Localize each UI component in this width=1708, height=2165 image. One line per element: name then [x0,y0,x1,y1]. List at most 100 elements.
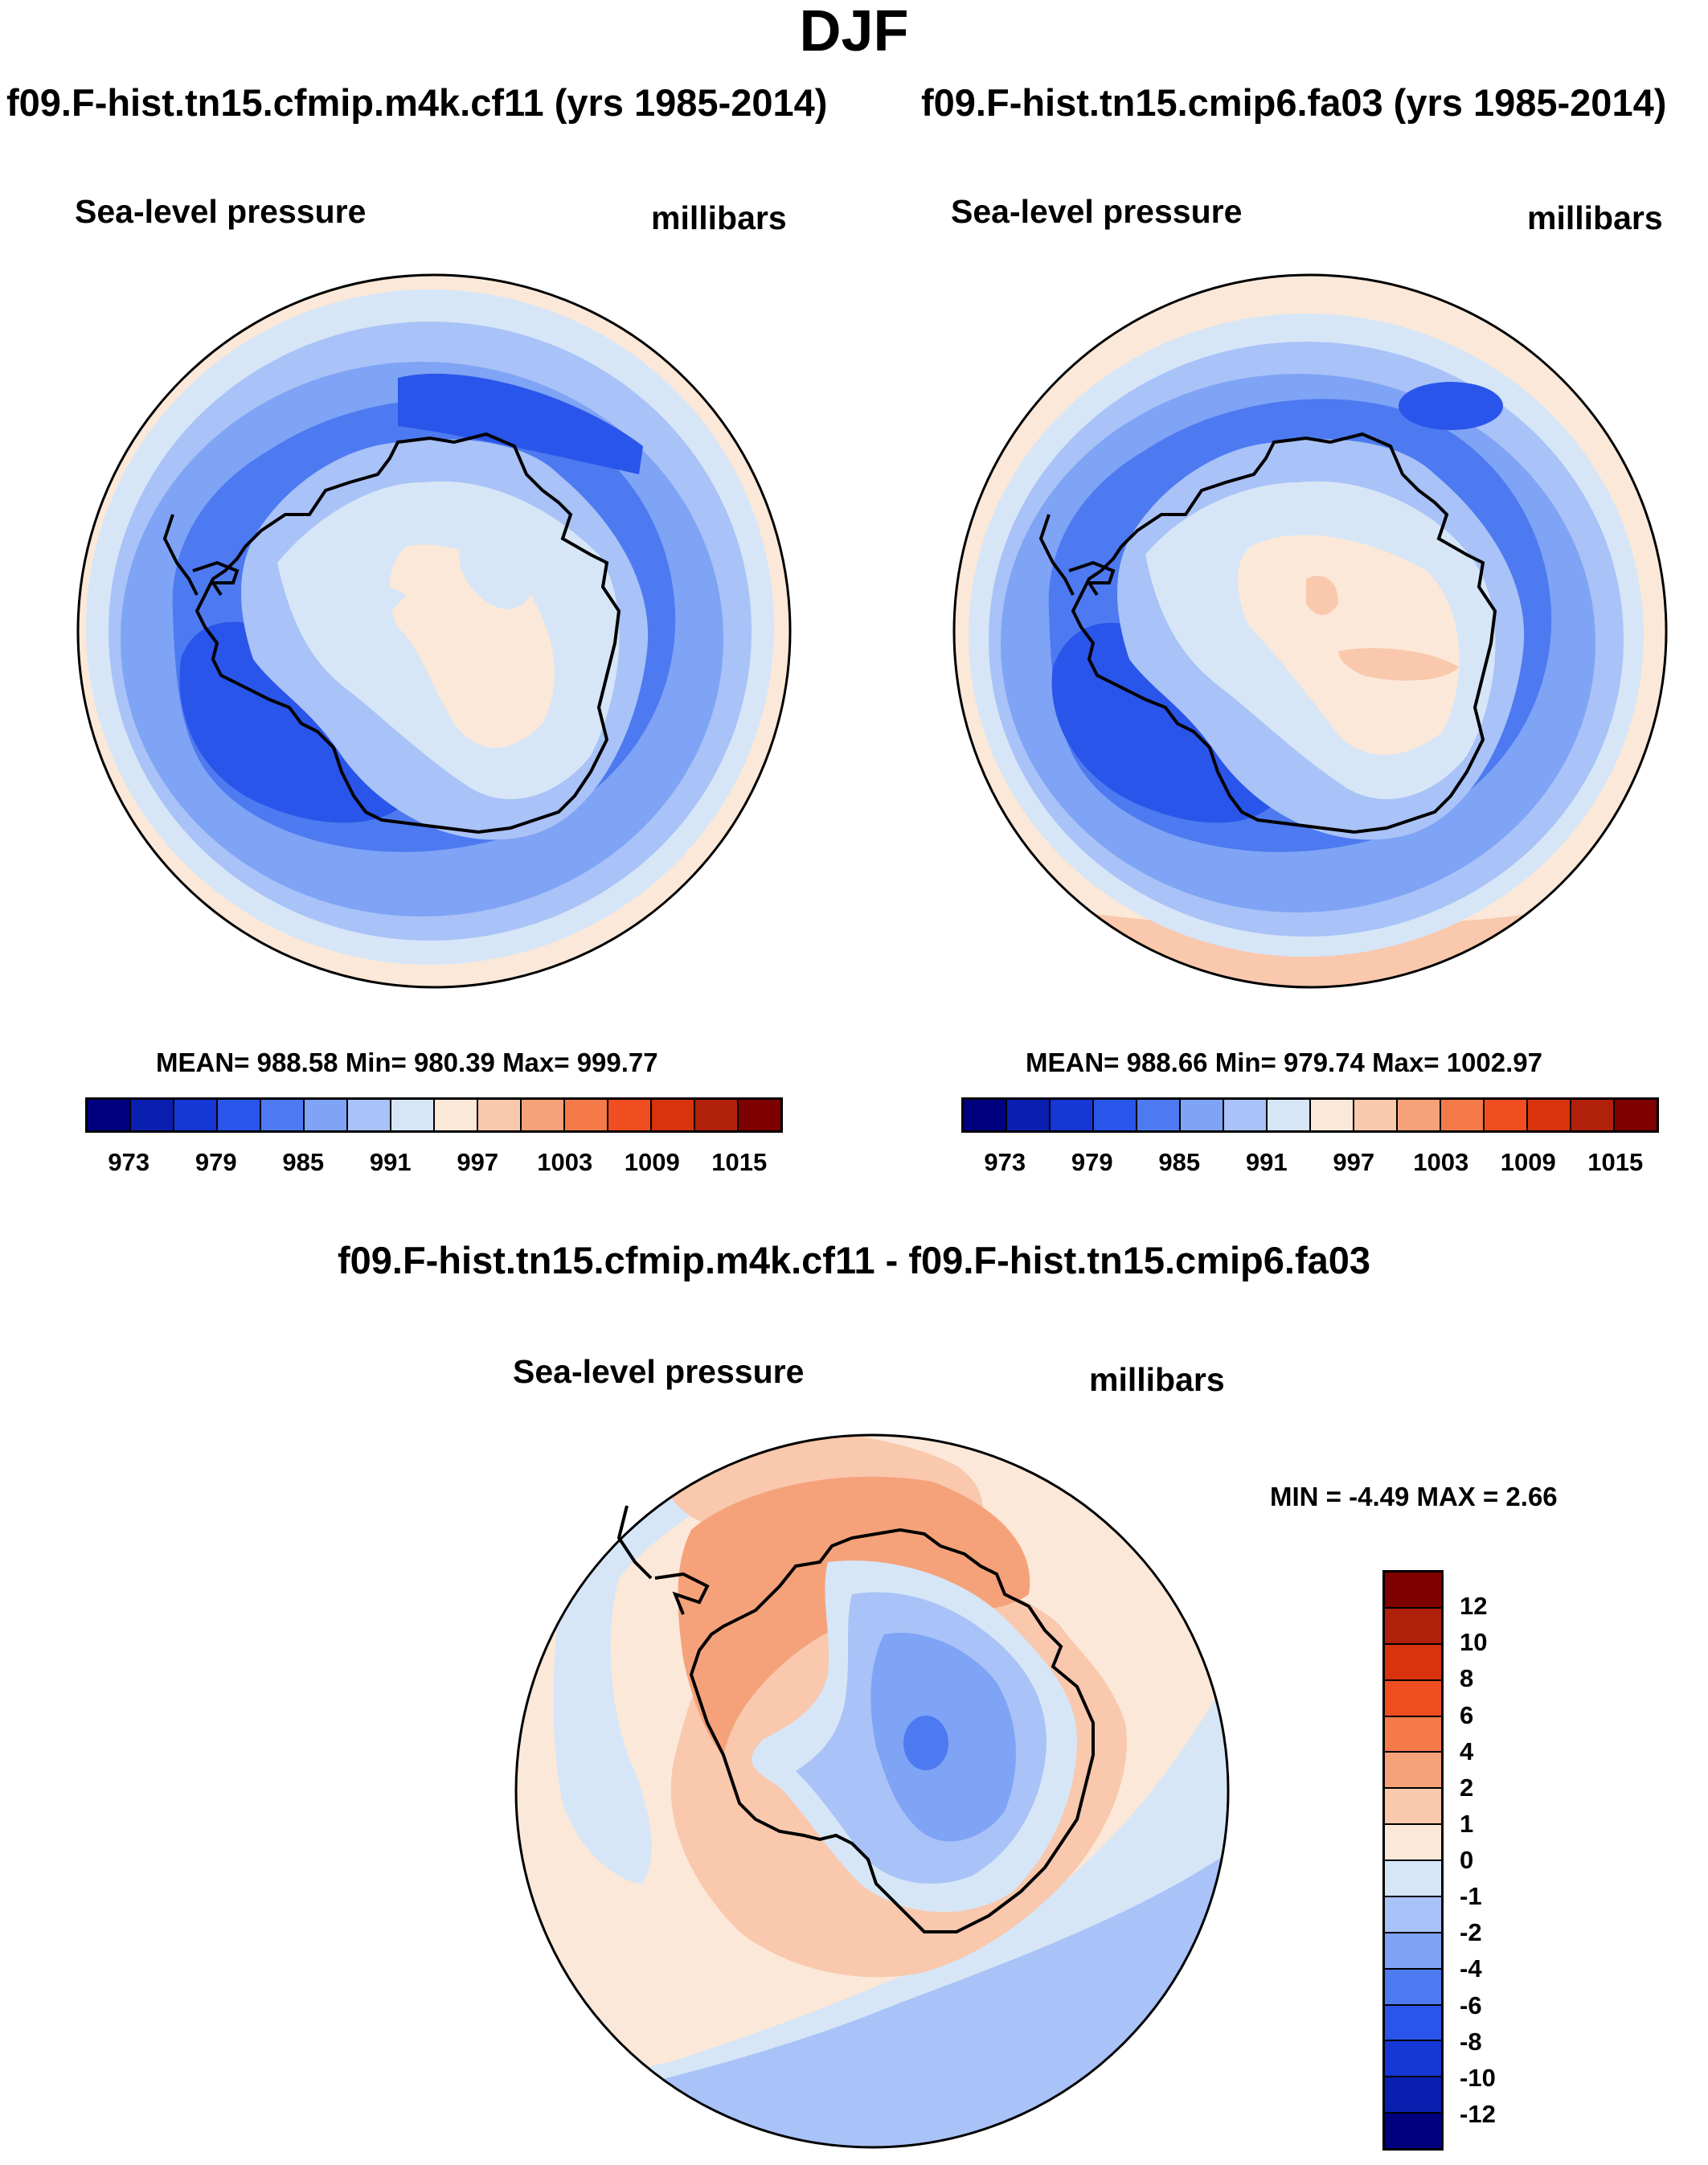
colorbar-tick-label: 979 [195,1148,237,1176]
panel1-variable-label: Sea-level pressure [75,193,367,230]
colorbar-tick-label: 8 [1460,1664,1474,1693]
colorbar-tick-label: 997 [457,1148,499,1176]
colorbar-swatch [1385,1933,1441,1970]
colorbar-tick-label: 985 [1158,1148,1201,1176]
difference-title: f09.F-hist.tn15.cfmip.m4k.cf11 - f09.F-h… [337,1239,1371,1281]
panel3-variable-label: Sea-level pressure [513,1353,805,1390]
colorbar-swatch [1385,1680,1441,1717]
colorbar-swatch [1181,1100,1224,1130]
difference-colorbar-ticks: 12 10 8 6 4 2 1 0 -1 -2 -4 -6 -8 -10 -12 [1460,1570,1540,2151]
colorbar-swatch [522,1100,565,1130]
colorbar-swatch [1224,1100,1268,1130]
panel2-colorbar-ticks: 973 979 985 991 997 1003 1009 1015 [961,1148,1659,1180]
colorbar-swatch [1385,1644,1441,1681]
panel2-stats: MEAN= 988.66 Min= 979.74 Max= 1002.97 [1026,1048,1542,1077]
colorbar-tick-label: 2 [1460,1773,1474,1802]
colorbar-swatch [478,1100,522,1130]
colorbar-tick-label: 1003 [1413,1148,1469,1176]
colorbar-swatch [652,1100,695,1130]
panel2-colorbar [961,1097,1659,1133]
colorbar-swatch [1385,1572,1441,1609]
panel1-colorbar [85,1097,783,1133]
panel2-variable-label: Sea-level pressure [951,193,1243,230]
difference-map [514,1433,1230,2149]
colorbar-swatch [305,1100,348,1130]
colorbar-swatch [1398,1100,1441,1130]
colorbar-tick-label: 1009 [624,1148,680,1176]
colorbar-swatch [131,1100,174,1130]
colorbar-tick-label: -4 [1460,1954,1482,1983]
colorbar-swatch [261,1100,305,1130]
colorbar-swatch [1268,1100,1311,1130]
colorbar-swatch [1385,2041,1441,2078]
figure-title: DJF [799,0,909,64]
panel1-colorbar-ticks: 973 979 985 991 997 1003 1009 1015 [85,1148,783,1180]
colorbar-swatch [1528,1100,1571,1130]
colorbar-tick-label: 1003 [537,1148,593,1176]
colorbar-swatch [1571,1100,1615,1130]
colorbar-swatch [1311,1100,1354,1130]
colorbar-tick-label: -10 [1460,2063,1496,2092]
colorbar-tick-label: -1 [1460,1882,1482,1911]
colorbar-swatch [1385,2077,1441,2114]
colorbar-tick-label: 1015 [1587,1148,1644,1176]
colorbar-tick-label: -6 [1460,1991,1482,2019]
colorbar-tick-label: 10 [1460,1628,1488,1657]
colorbar-tick-label: 1015 [711,1148,768,1176]
panel2-map [952,273,1668,989]
colorbar-swatch [1385,1861,1441,1897]
colorbar-swatch [1385,2005,1441,2042]
colorbar-swatch [1094,1100,1137,1130]
colorbar-tick-label: 985 [282,1148,325,1176]
panel1-case-title: f09.F-hist.tn15.cfmip.m4k.cf11 (yrs 1985… [6,81,828,124]
colorbar-swatch [964,1100,1007,1130]
colorbar-swatch [565,1100,608,1130]
colorbar-swatch [1385,1753,1441,1790]
colorbar-tick-label: 979 [1071,1148,1113,1176]
colorbar-tick-label: -12 [1460,2099,1496,2128]
difference-colorbar [1382,1570,1444,2151]
colorbar-swatch [1137,1100,1181,1130]
panel3-units-label: millibars [1089,1361,1225,1398]
colorbar-tick-label: -8 [1460,2027,1482,2056]
colorbar-swatch [695,1100,739,1130]
colorbar-tick-label: -2 [1460,1918,1482,1947]
colorbar-tick-label: 1009 [1500,1148,1556,1176]
panel2-units-label: millibars [1527,199,1663,236]
colorbar-tick-label: 1 [1460,1809,1474,1838]
colorbar-swatch [1385,2114,1441,2148]
colorbar-swatch [1354,1100,1398,1130]
colorbar-tick-label: 997 [1333,1148,1375,1176]
colorbar-swatch [608,1100,652,1130]
colorbar-swatch [1385,1825,1441,1861]
colorbar-swatch [1385,1716,1441,1753]
colorbar-tick-label: 4 [1460,1737,1474,1765]
colorbar-swatch [435,1100,478,1130]
colorbar-swatch [1441,1100,1485,1130]
panel1-stats: MEAN= 988.58 Min= 980.39 Max= 999.77 [156,1048,658,1077]
colorbar-tick-label: 991 [1245,1148,1288,1176]
colorbar-swatch [1007,1100,1051,1130]
colorbar-swatch [1385,1896,1441,1933]
colorbar-tick-label: 973 [984,1148,1026,1176]
colorbar-tick-label: 6 [1460,1700,1474,1729]
panel1-units-label: millibars [651,199,787,236]
colorbar-swatch [739,1100,780,1130]
colorbar-swatch [1051,1100,1094,1130]
colorbar-tick-label: 973 [108,1148,150,1176]
colorbar-swatch [174,1100,218,1130]
colorbar-tick-label: 991 [369,1148,412,1176]
colorbar-swatch [1385,1969,1441,2006]
colorbar-swatch [1385,1608,1441,1645]
colorbar-swatch [218,1100,261,1130]
panel3-stats: MIN = -4.49 MAX = 2.66 [1270,1482,1558,1511]
colorbar-swatch [88,1100,131,1130]
panel2-case-title: f09.F-hist.tn15.cmip6.fa03 (yrs 1985-201… [921,81,1667,124]
colorbar-swatch [391,1100,435,1130]
colorbar-swatch [1385,1789,1441,1826]
colorbar-tick-label: 12 [1460,1592,1488,1621]
panel1-map [76,273,792,989]
colorbar-swatch [1615,1100,1657,1130]
colorbar-swatch [1485,1100,1528,1130]
colorbar-tick-label: 0 [1460,1846,1474,1874]
